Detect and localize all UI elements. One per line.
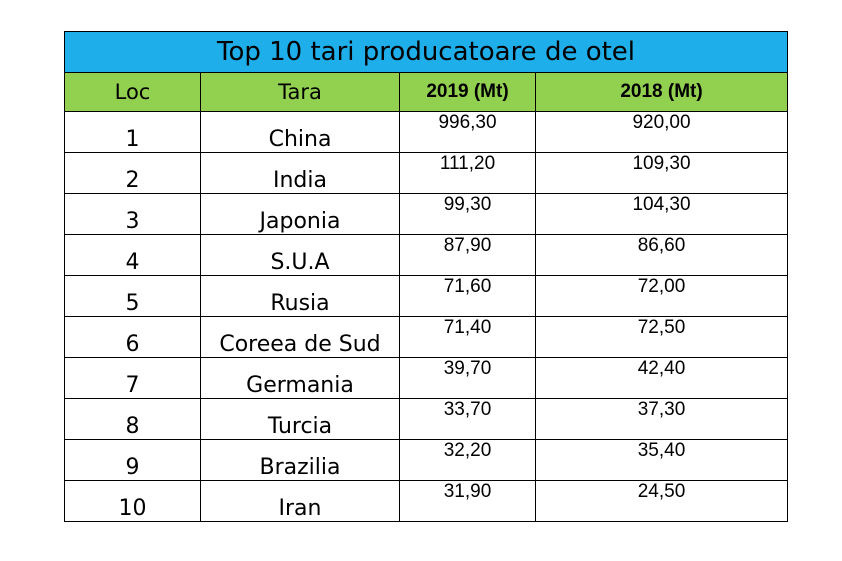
value-2019-cell: 87,90 [399,234,536,276]
value-2018-cell: 72,00 [534,275,789,317]
value-2018-cell: 42,40 [534,357,789,399]
value-2019-cell: 39,70 [399,357,536,399]
rank-cell: 7 [64,357,201,399]
table-row: 6 Coreea de Sud 71,40 72,50 [64,316,789,358]
country-cell: Germania [200,357,400,399]
table-title: Top 10 tari producatoare de otel [63,31,789,73]
value-2019-cell: 71,60 [399,275,536,317]
table-row: 3 Japonia 99,30 104,30 [64,193,789,235]
table-row: 5 Rusia 71,60 72,00 [64,275,789,317]
country-cell: China [200,111,400,153]
header-row: Loc Tara 2019 (Mt) 2018 (Mt) [64,72,789,112]
rank-cell: 5 [64,275,201,317]
value-2019-cell: 32,20 [399,439,536,481]
rank-cell: 4 [64,234,201,276]
table-row: 1 China 996,30 920,00 [64,111,789,153]
rank-cell: 1 [64,111,201,153]
value-2018-cell: 72,50 [534,316,789,358]
country-cell: Coreea de Sud [200,316,400,358]
rank-cell: 10 [64,480,201,522]
rank-cell: 2 [64,152,201,194]
rank-cell: 9 [64,439,201,481]
rank-cell: 3 [64,193,201,235]
value-2018-cell: 104,30 [534,193,789,235]
value-2019-cell: 71,40 [399,316,536,358]
column-header-country: Tara [200,72,400,112]
column-header-2018: 2018 (Mt) [534,72,789,112]
value-2018-cell: 24,50 [534,480,789,522]
value-2019-cell: 31,90 [399,480,536,522]
value-2019-cell: 111,20 [399,152,536,194]
value-2018-cell: 35,40 [534,439,789,481]
value-2019-cell: 99,30 [399,193,536,235]
rank-cell: 8 [64,398,201,440]
country-cell: Brazilia [200,439,400,481]
table-row: 4 S.U.A 87,90 86,60 [64,234,789,276]
country-cell: Turcia [200,398,400,440]
table-row: 9 Brazilia 32,20 35,40 [64,439,789,481]
column-header-2019: 2019 (Mt) [399,72,536,112]
table-row: 7 Germania 39,70 42,40 [64,357,789,399]
country-cell: Rusia [200,275,400,317]
steel-producers-table: Top 10 tari producatoare de otel Loc Tar… [63,31,789,522]
value-2019-cell: 33,70 [399,398,536,440]
country-cell: S.U.A [200,234,400,276]
table-row: 2 India 111,20 109,30 [64,152,789,194]
table-body: 1 China 996,30 920,00 2 India 111,20 109,30 3 Jap… [64,111,789,522]
value-2018-cell: 109,30 [534,152,789,194]
column-header-rank: Loc [64,72,201,112]
rank-cell: 6 [64,316,201,358]
country-cell: Japonia [200,193,400,235]
value-2018-cell: 920,00 [534,111,789,153]
table-row: 10 Iran 31,90 24,50 [64,480,789,522]
value-2018-cell: 37,30 [534,398,789,440]
title-row: Top 10 tari producatoare de otel [63,31,789,73]
table-row: 8 Turcia 33,70 37,30 [64,398,789,440]
value-2019-cell: 996,30 [399,111,536,153]
country-cell: Iran [200,480,400,522]
country-cell: India [200,152,400,194]
value-2018-cell: 86,60 [534,234,789,276]
